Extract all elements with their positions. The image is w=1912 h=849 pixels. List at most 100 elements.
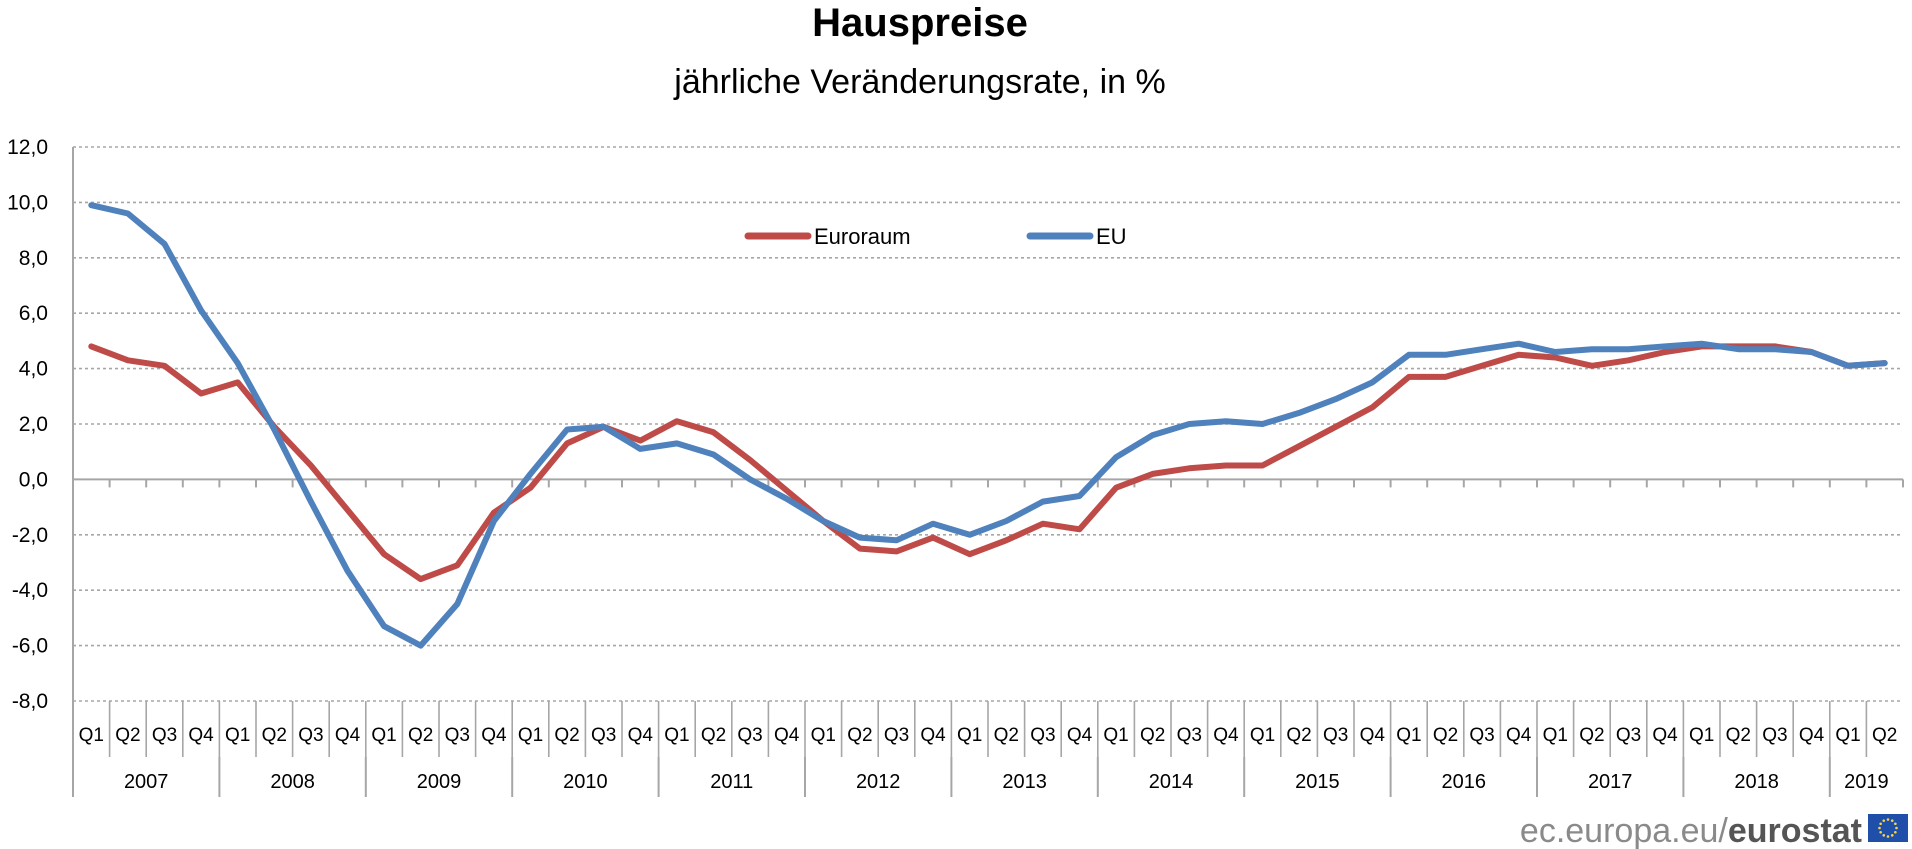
eu-flag-star: [1894, 822, 1897, 826]
quarter-tick-label: Q3: [1469, 725, 1494, 746]
chart-subtitle: jährliche Veränderungsrate, in %: [673, 63, 1165, 101]
footer-prefix: ec.europa.eu/: [1520, 812, 1728, 849]
quarter-tick-label: Q3: [1762, 725, 1787, 746]
quarter-tick-label: Q2: [1726, 725, 1751, 746]
quarter-tick-label: Q4: [628, 725, 654, 746]
eu-flag-star: [1882, 834, 1886, 837]
year-label: 2007: [124, 771, 169, 793]
eu-flag-star: [1895, 826, 1898, 830]
quarter-tick-label: Q2: [408, 725, 433, 746]
quarter-tick-label: Q3: [1323, 725, 1348, 746]
quarter-tick-label: Q1: [957, 725, 982, 746]
quarter-tick-label: Q2: [554, 725, 579, 746]
quarter-tick-label: Q4: [188, 725, 214, 746]
year-label: 2010: [563, 771, 608, 793]
quarter-tick-label: Q1: [1250, 725, 1275, 746]
eu-flag-star: [1894, 830, 1897, 834]
quarter-tick-label: Q3: [445, 725, 470, 746]
quarter-tick-label: Q3: [884, 725, 909, 746]
eu-flag-star: [1886, 835, 1890, 838]
year-label: 2013: [1002, 771, 1047, 793]
quarter-tick-label: Q3: [298, 725, 323, 746]
quarter-tick-label: Q1: [79, 725, 104, 746]
y-axis: 12,0 10,0 8,0 6,0 4,0 2,0 0,0 -2,0 -4,0 -6,0 -8,0: [7, 136, 74, 797]
y-tick-label: 10,0: [7, 191, 48, 214]
legend-label-euroraum: Euroraum: [814, 224, 911, 249]
footer-brand: eurostat: [1728, 812, 1862, 849]
year-label: 2009: [417, 771, 462, 793]
quarter-tick-label: Q3: [591, 725, 616, 746]
quarter-tick-label: Q3: [1616, 725, 1641, 746]
quarter-tick-label: Q4: [1213, 725, 1239, 746]
y-tick-label: 12,0: [7, 136, 48, 159]
quarter-tick-label: Q2: [1872, 725, 1897, 746]
quarter-tick-label: Q2: [1433, 725, 1458, 746]
year-label: 2018: [1734, 771, 1779, 793]
quarter-tick-label: Q1: [371, 725, 396, 746]
quarter-tick-label: Q2: [701, 725, 726, 746]
quarter-tick-label: Q1: [664, 725, 689, 746]
y-tick-label: 2,0: [19, 413, 48, 436]
eu-flag-star: [1879, 830, 1882, 834]
eu-flag-star: [1890, 834, 1894, 837]
quarter-tick-label: Q4: [920, 725, 946, 746]
y-tick-label: -8,0: [12, 690, 48, 713]
y-tick-label: 8,0: [19, 247, 48, 270]
eu-flag-star: [1878, 826, 1881, 830]
legend-label-eu: EU: [1096, 224, 1127, 249]
eu-flag-star: [1879, 822, 1882, 826]
year-label: 2008: [270, 771, 315, 793]
quarter-tick-label: Q2: [847, 725, 872, 746]
quarter-tick-label: Q3: [1177, 725, 1202, 746]
quarter-tick-label: Q3: [152, 725, 177, 746]
quarter-tick-label: Q4: [1360, 725, 1386, 746]
quarter-tick-label: Q4: [1506, 725, 1532, 746]
eu-flag-star: [1886, 818, 1890, 821]
quarter-tick-label: Q3: [737, 725, 762, 746]
quarter-tick-label: Q4: [335, 725, 361, 746]
year-label: 2019: [1844, 771, 1889, 793]
quarter-tick-label: Q1: [1835, 725, 1860, 746]
quarter-tick-label: Q4: [481, 725, 507, 746]
quarter-tick-label: Q3: [1030, 725, 1055, 746]
footer-source: ec.europa.eu/eurostat: [1520, 812, 1862, 849]
year-label: 2011: [710, 771, 753, 793]
quarter-tick-label: Q1: [1396, 725, 1421, 746]
quarter-tick-label: Q4: [774, 725, 800, 746]
quarter-tick-label: Q1: [1103, 725, 1128, 746]
quarter-tick-label: Q4: [1067, 725, 1093, 746]
quarter-tick-label: Q4: [1652, 725, 1678, 746]
year-label: 2015: [1295, 771, 1340, 793]
y-tick-label: -4,0: [12, 579, 48, 602]
quarter-tick-label: Q1: [1543, 725, 1568, 746]
eu-flag-stars-icon: [1878, 818, 1898, 838]
eurostat-footer: ec.europa.eu/eurostat: [1520, 812, 1908, 849]
legend: Euroraum EU: [744, 224, 1127, 249]
eu-flag-star: [1882, 819, 1886, 822]
quarter-tick-label: Q2: [1579, 725, 1604, 746]
y-tick-label: -6,0: [12, 635, 48, 658]
y-tick-label: 4,0: [19, 358, 48, 381]
y-tick-label: 0,0: [19, 468, 48, 491]
year-label: 2012: [856, 771, 901, 793]
y-tick-label: 6,0: [19, 302, 48, 325]
year-label: 2016: [1442, 771, 1487, 793]
quarter-tick-label: Q2: [1286, 725, 1311, 746]
y-tick-label: -2,0: [12, 524, 48, 547]
year-label: 2017: [1588, 771, 1633, 793]
series-lines: [88, 202, 1888, 649]
quarter-tick-label: Q2: [115, 725, 140, 746]
quarter-tick-label: Q1: [1689, 725, 1714, 746]
x-axis: Q1 Q2 Q3 Q4 Q1 Q2 Q3 Q4 Q1 Q2 Q3 Q4 Q1 Q2 Q3 Q4 Q1 Q2 Q3 Q4…: [72, 478, 1904, 797]
quarter-tick-label: Q2: [1140, 725, 1165, 746]
chart-title: Hauspreise: [812, 1, 1028, 45]
eu-flag-star: [1890, 819, 1894, 822]
year-label: 2014: [1149, 771, 1194, 793]
gridlines: [73, 146, 1903, 702]
series-line-euroraum: [88, 343, 1888, 583]
quarter-tick-label: Q1: [225, 725, 250, 746]
quarter-tick-label: Q4: [1799, 725, 1825, 746]
quarter-tick-label: Q2: [994, 725, 1019, 746]
quarter-tick-label: Q1: [518, 725, 543, 746]
quarter-tick-label: Q2: [262, 725, 287, 746]
